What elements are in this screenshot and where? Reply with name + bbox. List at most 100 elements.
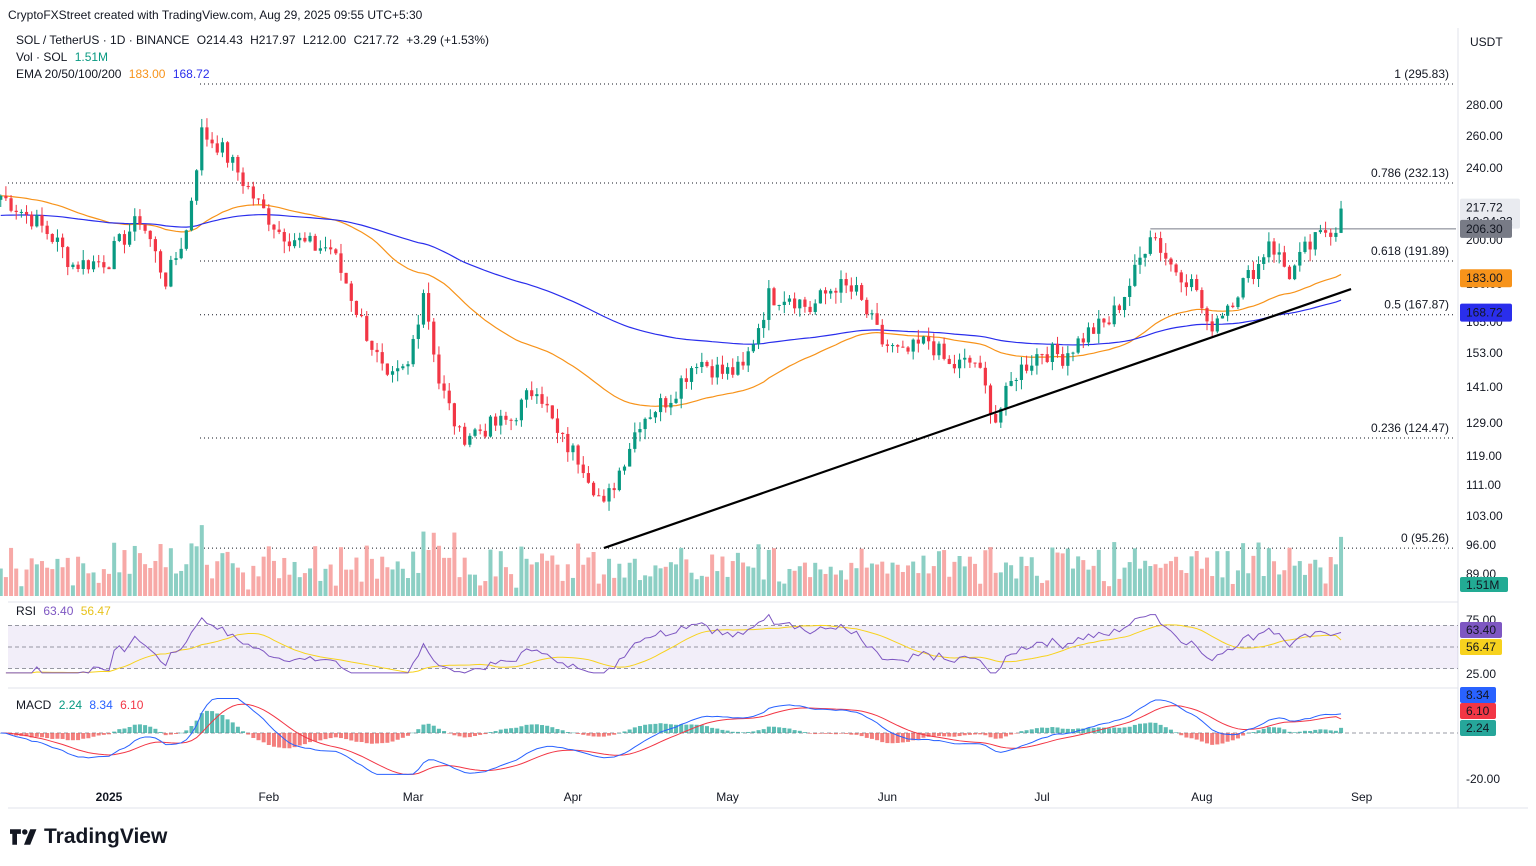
volume-bar — [880, 561, 885, 596]
candle-body — [684, 378, 688, 382]
macd-histogram-bar — [813, 733, 818, 735]
candle-body — [1313, 232, 1317, 250]
macd-histogram-bar — [333, 733, 338, 738]
candle-body — [896, 345, 900, 347]
tradingview-logo-icon — [10, 829, 37, 845]
ema-lines — [0, 195, 1342, 407]
candle-body — [1045, 354, 1049, 362]
rsi-label[interactable]: RSI — [16, 604, 37, 618]
macd-histogram-bar — [890, 733, 895, 744]
macd-histogram-bar — [534, 724, 539, 733]
volume-bar — [302, 573, 307, 596]
volume-bar — [261, 556, 266, 596]
volume-bar — [1050, 547, 1055, 596]
candles — [0, 118, 1343, 511]
candle-body — [112, 240, 116, 270]
volume-tag-bg — [1460, 577, 1508, 592]
ema50-price-label: 183.00 — [1466, 271, 1503, 285]
candle-body — [390, 371, 395, 375]
macd-histogram-bar — [663, 723, 668, 733]
macd-histogram-bar — [808, 733, 813, 734]
candle-body — [813, 303, 817, 312]
macd-histogram-bar — [988, 733, 993, 738]
macd-histogram-bar — [55, 733, 60, 739]
macd-histogram-bar — [1045, 727, 1050, 733]
macd-histogram-bar — [122, 728, 127, 733]
volume-bar — [442, 557, 447, 596]
macd-histogram-bar — [802, 732, 807, 733]
macd-histogram-bar — [493, 731, 498, 733]
volume-bar — [802, 562, 807, 596]
volume-bar — [813, 562, 818, 596]
volume-bar — [493, 576, 498, 596]
candle-body — [45, 225, 49, 235]
candle-body — [968, 357, 972, 363]
volume-bar — [643, 575, 648, 596]
macd-histogram-bar — [746, 731, 751, 733]
volume-bar — [271, 560, 276, 596]
volume-bar — [1323, 583, 1328, 596]
candle-body — [1076, 338, 1080, 353]
candle-body — [401, 366, 405, 369]
macd-histogram-bar — [921, 733, 926, 738]
candle-body — [1251, 270, 1256, 279]
time-tick-label: Mar — [403, 790, 424, 804]
candle-body — [1323, 230, 1328, 233]
macd-signal-line — [0, 703, 1342, 775]
candle-body — [1102, 318, 1106, 323]
volume-bar — [1251, 555, 1256, 596]
macd-label[interactable]: MACD — [16, 698, 52, 712]
macd-histogram-bar — [1014, 733, 1019, 734]
macd-histogram-bar — [65, 733, 70, 741]
candle-body — [277, 229, 281, 233]
macd-histogram-bar — [179, 732, 184, 734]
candle-body — [674, 398, 678, 403]
candle-body — [762, 319, 766, 329]
candle-body — [349, 283, 353, 301]
volume-bar — [771, 548, 776, 596]
macd-hist-tag-bg — [1460, 720, 1496, 736]
tradingview-logo[interactable]: TradingView — [10, 825, 167, 849]
volume-bar — [426, 549, 431, 596]
ema-label[interactable]: EMA 20/50/100/200 — [16, 67, 122, 81]
candle-body — [695, 367, 699, 369]
macd-histogram-bar — [364, 733, 369, 744]
candle-body — [488, 416, 493, 437]
volume-bar — [70, 585, 75, 596]
volume-bar — [369, 558, 374, 596]
volume-bar — [1091, 565, 1096, 596]
macd-histogram-bar — [519, 726, 524, 733]
macd-histogram-bar — [158, 731, 163, 733]
candle-body — [653, 412, 658, 418]
candle-body — [81, 260, 85, 269]
rsi-ma-line — [5, 624, 1342, 674]
volume-bar — [400, 568, 405, 596]
macd-histogram-bar — [916, 733, 921, 740]
volume-bar — [1014, 578, 1019, 596]
rsi-value: 63.40 — [43, 604, 74, 618]
volume-bar — [1205, 557, 1210, 596]
macd-histogram-bar — [385, 733, 390, 743]
volume-bar — [555, 564, 560, 596]
macd-histogram-bar — [174, 733, 179, 734]
candle-body — [839, 279, 843, 293]
volume-bar — [653, 565, 658, 596]
symbol-name[interactable]: SOL / TetherUS · 1D · BINANCE — [16, 33, 190, 47]
candle-body — [1303, 241, 1307, 252]
volume-bar — [3, 577, 8, 596]
macd-histogram-bar — [50, 733, 55, 739]
trendline-layer — [603, 288, 1352, 550]
candle-body — [313, 235, 317, 251]
currency-label[interactable]: USDT — [1470, 35, 1503, 49]
candle-body — [447, 390, 451, 404]
volume-bar — [1328, 557, 1333, 596]
candle-body — [1148, 237, 1152, 254]
volume-label[interactable]: Vol · SOL — [16, 50, 68, 64]
macd-histogram-bar — [627, 729, 632, 733]
volume-bar — [14, 568, 19, 596]
volume-bar — [823, 573, 828, 596]
candle-body — [30, 214, 34, 227]
volume-bar — [828, 566, 833, 596]
candle-body — [1287, 266, 1292, 280]
